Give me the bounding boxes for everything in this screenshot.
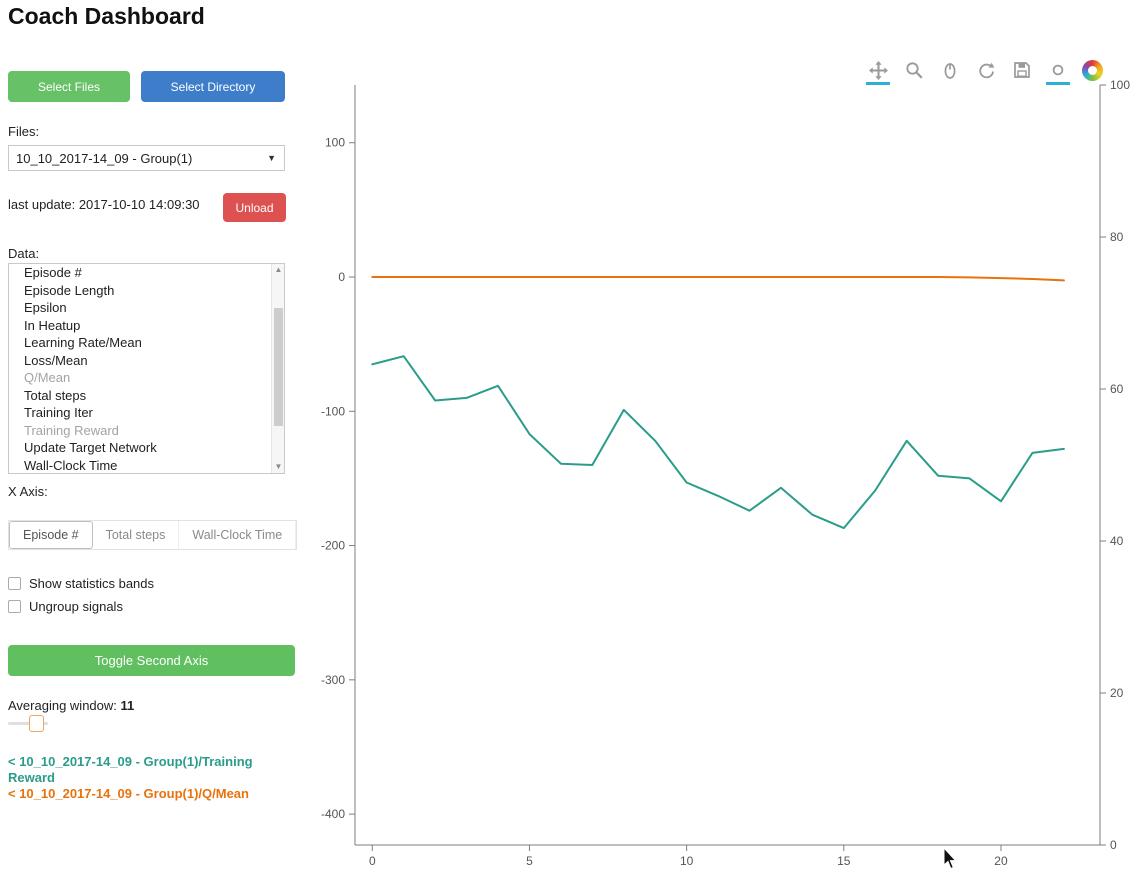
list-item-epsilon[interactable]: Epsilon — [24, 300, 67, 315]
save-icon[interactable] — [1010, 58, 1034, 82]
list-item-update-target-network[interactable]: Update Target Network — [24, 440, 157, 455]
svg-text:0: 0 — [338, 270, 345, 284]
tab-total-steps[interactable]: Total steps — [93, 521, 180, 549]
svg-text:100: 100 — [325, 136, 345, 150]
list-item-learning-rate[interactable]: Learning Rate/Mean — [24, 335, 142, 350]
list-item-episode-length[interactable]: Episode Length — [24, 282, 115, 298]
svg-text:80: 80 — [1110, 230, 1124, 244]
wheel-zoom-icon[interactable] — [938, 58, 962, 82]
chevron-down-icon: ▼ — [267, 153, 276, 163]
svg-text:-100: -100 — [321, 404, 345, 418]
list-item-q-mean[interactable]: Q/Mean — [24, 370, 71, 385]
svg-text:100: 100 — [1110, 78, 1130, 92]
x-axis-label: X Axis: — [8, 484, 48, 499]
plot-toolbar — [866, 58, 1103, 85]
averaging-window-value: 11 — [120, 698, 135, 713]
bokeh-logo[interactable] — [1082, 59, 1103, 81]
files-label: Files: — [8, 124, 40, 139]
svg-text:5: 5 — [526, 854, 533, 868]
unload-button[interactable]: Unload — [223, 193, 286, 222]
pan-icon[interactable] — [866, 58, 890, 85]
legend-q-mean[interactable]: < 10_10_2017-14_09 - Group(1)/Q/Mean — [8, 786, 249, 801]
svg-text:0: 0 — [1110, 838, 1117, 852]
show-statistics-bands-label: Show statistics bands — [29, 576, 155, 591]
list-item-in-heatup[interactable]: In Heatup — [24, 317, 81, 333]
box-zoom-icon[interactable] — [902, 58, 926, 82]
list-item-training-iter[interactable]: Training Iter — [24, 405, 93, 420]
list-item-loss-mean[interactable]: Loss/Mean — [24, 352, 88, 368]
show-statistics-bands-checkbox-row[interactable]: Show statistics bands — [8, 576, 154, 591]
list-scrollbar[interactable]: ▲ ▼ — [271, 264, 284, 473]
select-directory-button[interactable]: Select Directory — [141, 71, 285, 102]
bokeh-logo-hole — [1088, 65, 1097, 75]
svg-text:40: 40 — [1110, 534, 1124, 548]
averaging-window-slider-handle[interactable] — [29, 715, 44, 732]
ungroup-signals-checkbox-row[interactable]: Ungroup signals — [8, 599, 123, 614]
scrollbar-thumb[interactable] — [274, 308, 283, 426]
scroll-down-icon[interactable]: ▼ — [274, 462, 283, 471]
ungroup-signals-checkbox[interactable] — [8, 600, 21, 613]
toggle-second-axis-button[interactable]: Toggle Second Axis — [8, 645, 295, 676]
averaging-window-label: Averaging window: — [8, 698, 117, 713]
list-item-episode-num[interactable]: Episode # — [24, 265, 82, 280]
legend-training-reward[interactable]: < 10_10_2017-14_09 - Group(1)/Training R… — [8, 754, 253, 785]
x-axis-tab-group: Episode # Total steps Wall-Clock Time — [8, 520, 298, 550]
tab-episode-num[interactable]: Episode # — [9, 521, 93, 549]
scroll-up-icon[interactable]: ▲ — [274, 265, 283, 274]
reset-icon[interactable] — [974, 58, 998, 82]
svg-text:-200: -200 — [321, 539, 345, 553]
averaging-window-row: Averaging window: 11 — [8, 698, 134, 713]
list-item-total-steps[interactable]: Total steps — [24, 387, 87, 403]
list-item-training-reward[interactable]: Training Reward — [24, 422, 119, 438]
svg-text:0: 0 — [369, 854, 376, 868]
svg-text:-400: -400 — [321, 807, 345, 821]
svg-text:20: 20 — [1110, 686, 1124, 700]
averaging-window-slider-track[interactable] — [8, 722, 48, 725]
files-select-value: 10_10_2017-14_09 - Group(1) — [16, 150, 193, 166]
svg-text:15: 15 — [837, 854, 851, 868]
hover-icon[interactable] — [1046, 58, 1070, 85]
show-statistics-bands-checkbox[interactable] — [8, 577, 21, 590]
ungroup-signals-label: Ungroup signals — [29, 599, 123, 614]
svg-text:-300: -300 — [321, 673, 345, 687]
last-update-text: last update: 2017-10-10 14:09:30 — [8, 197, 200, 212]
list-item-wall-clock-time[interactable]: Wall-Clock Time — [24, 457, 118, 473]
svg-text:10: 10 — [680, 854, 694, 868]
svg-text:60: 60 — [1110, 382, 1124, 396]
page-title: Coach Dashboard — [8, 3, 205, 29]
data-signal-list: Episode # Episode Length Epsilon In Heat… — [8, 263, 285, 474]
svg-text:20: 20 — [994, 854, 1008, 868]
select-files-button[interactable]: Select Files — [8, 71, 130, 102]
tab-wall-clock-time[interactable]: Wall-Clock Time — [179, 521, 297, 549]
data-label: Data: — [8, 246, 40, 261]
files-select[interactable]: 10_10_2017-14_09 - Group(1) ▼ — [8, 145, 285, 171]
